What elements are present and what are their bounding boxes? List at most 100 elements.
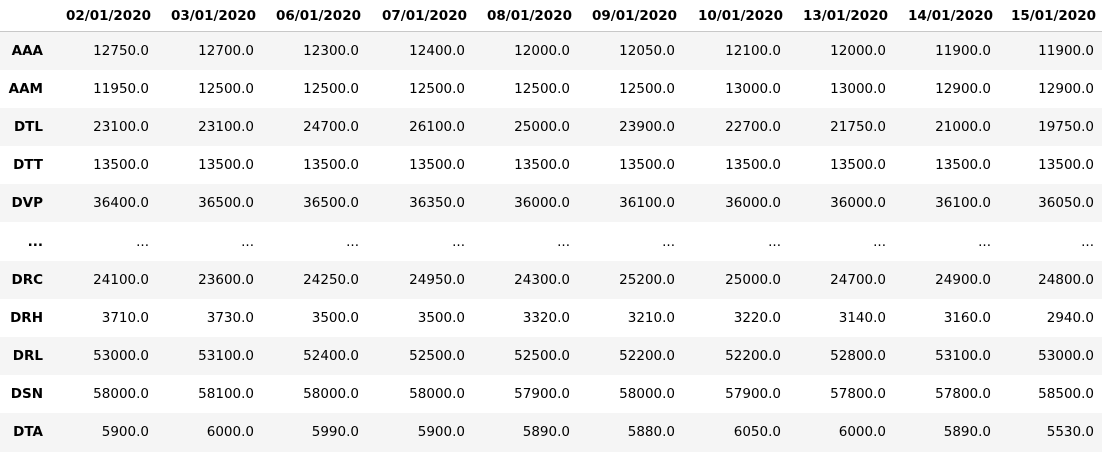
table-cell: 24250.0: [303, 271, 359, 288]
row-index-label: DTA: [13, 424, 43, 441]
table-cell: 58000.0: [303, 386, 359, 403]
table-cell: 36000.0: [830, 195, 886, 212]
table-cell: 13500.0: [514, 157, 570, 174]
table-cell: 52800.0: [830, 348, 886, 365]
table-cell: 58100.0: [198, 386, 254, 403]
table-cell: 13000.0: [725, 80, 781, 97]
row-index-label: AAA: [11, 42, 43, 59]
table-cell: 53000.0: [93, 348, 149, 365]
table-row: DRH 3710.0 3730.0 3500.0 3500.0 3320.0 3210.0 3…: [0, 298, 1102, 337]
table-body: AAA 12750.0 12700.0 12300.0 12400.0 12000.0 12…: [0, 31, 1102, 452]
table-cell: 57800.0: [935, 386, 991, 403]
header-row: 02/01/2020 03/01/2020 06/01/2020 07/01/2…: [0, 0, 1102, 32]
row-index-label: AAM: [8, 80, 43, 97]
table-cell: 58500.0: [1038, 386, 1094, 403]
column-header: 15/01/2020: [999, 0, 1102, 32]
table-cell: 36400.0: [93, 195, 149, 212]
column-header: 14/01/2020: [894, 0, 999, 32]
table-cell: 53000.0: [1038, 348, 1094, 365]
table-cell: 6000.0: [206, 424, 254, 441]
table-cell: 13500.0: [1038, 157, 1094, 174]
row-index-label: DTT: [13, 157, 43, 174]
table-cell: 53100.0: [198, 348, 254, 365]
table-cell: 5890.0: [943, 424, 991, 441]
table-cell: ...: [346, 233, 359, 250]
table-cell: 5900.0: [417, 424, 465, 441]
table-cell: ...: [662, 233, 675, 250]
table-cell: 12400.0: [409, 42, 465, 59]
table-row: DTA 5900.0 6000.0 5990.0 5900.0 5890.0 5880.0 6…: [0, 413, 1102, 452]
table-cell: 58000.0: [619, 386, 675, 403]
table-cell: 23900.0: [619, 118, 675, 135]
column-header: 06/01/2020: [262, 0, 367, 32]
table-cell: 13500.0: [830, 157, 886, 174]
table-row: AAA 12750.0 12700.0 12300.0 12400.0 12000.0 12…: [0, 31, 1102, 70]
table-cell: 24950.0: [409, 271, 465, 288]
table-cell: 52500.0: [409, 348, 465, 365]
table-cell: 13500.0: [93, 157, 149, 174]
table-cell: ...: [452, 233, 465, 250]
row-index-label: ...: [27, 233, 43, 250]
row-index-label: DRC: [11, 271, 43, 288]
column-header: 07/01/2020: [367, 0, 473, 32]
table-cell: ...: [1081, 233, 1094, 250]
table-cell: 19750.0: [1038, 118, 1094, 135]
table-cell: ...: [978, 233, 991, 250]
table-cell: 24800.0: [1038, 271, 1094, 288]
table-cell: 5530.0: [1046, 424, 1094, 441]
table-cell: 12500.0: [198, 80, 254, 97]
table-cell: 24700.0: [303, 118, 359, 135]
table-cell: 21000.0: [935, 118, 991, 135]
table-cell: 25000.0: [725, 271, 781, 288]
row-index-label: DRH: [10, 309, 43, 326]
table-cell: 36500.0: [198, 195, 254, 212]
table-row: DTT 13500.0 13500.0 13500.0 13500.0 13500.0 13…: [0, 146, 1102, 185]
table-cell: 12500.0: [409, 80, 465, 97]
ellipsis-row: .................................: [0, 222, 1102, 261]
table-cell: 12750.0: [93, 42, 149, 59]
table-cell: 24100.0: [93, 271, 149, 288]
table-cell: ...: [768, 233, 781, 250]
table-cell: ...: [873, 233, 886, 250]
table-cell: 21750.0: [830, 118, 886, 135]
table-cell: 25200.0: [619, 271, 675, 288]
table-cell: 12500.0: [514, 80, 570, 97]
table-cell: 25000.0: [514, 118, 570, 135]
column-header: 13/01/2020: [789, 0, 894, 32]
row-index-label: DVP: [11, 195, 43, 212]
table-cell: 12500.0: [303, 80, 359, 97]
table-cell: 5880.0: [627, 424, 675, 441]
table-cell: 6050.0: [733, 424, 781, 441]
table-cell: 3160.0: [943, 309, 991, 326]
table-cell: ...: [557, 233, 570, 250]
table-cell: 24700.0: [830, 271, 886, 288]
table-cell: 36350.0: [409, 195, 465, 212]
table-cell: 3210.0: [627, 309, 675, 326]
table-cell: 2940.0: [1046, 309, 1094, 326]
table-cell: 13500.0: [935, 157, 991, 174]
table-cell: 36100.0: [619, 195, 675, 212]
table-cell: 52200.0: [619, 348, 675, 365]
table-cell: 12050.0: [619, 42, 675, 59]
table-row: DRL 53000.0 53100.0 52400.0 52500.0 52500.0 52…: [0, 337, 1102, 376]
table-cell: 52400.0: [303, 348, 359, 365]
table-cell: ...: [241, 233, 254, 250]
table-cell: 52200.0: [725, 348, 781, 365]
row-index-label: DTL: [13, 118, 43, 135]
table-cell: 36500.0: [303, 195, 359, 212]
column-header: 02/01/2020: [53, 0, 157, 32]
table-cell: 5900.0: [101, 424, 149, 441]
table-cell: 5890.0: [522, 424, 570, 441]
table-cell: 13500.0: [303, 157, 359, 174]
table-cell: 12900.0: [1038, 80, 1094, 97]
table-cell: 3140.0: [838, 309, 886, 326]
table-cell: 58000.0: [93, 386, 149, 403]
table-cell: 58000.0: [409, 386, 465, 403]
table-cell: 12500.0: [619, 80, 675, 97]
table-row: AAM 11950.0 12500.0 12500.0 12500.0 12500.0 12…: [0, 69, 1102, 108]
table-cell: 23100.0: [93, 118, 149, 135]
table-cell: 53100.0: [935, 348, 991, 365]
table-cell: 5990.0: [311, 424, 359, 441]
